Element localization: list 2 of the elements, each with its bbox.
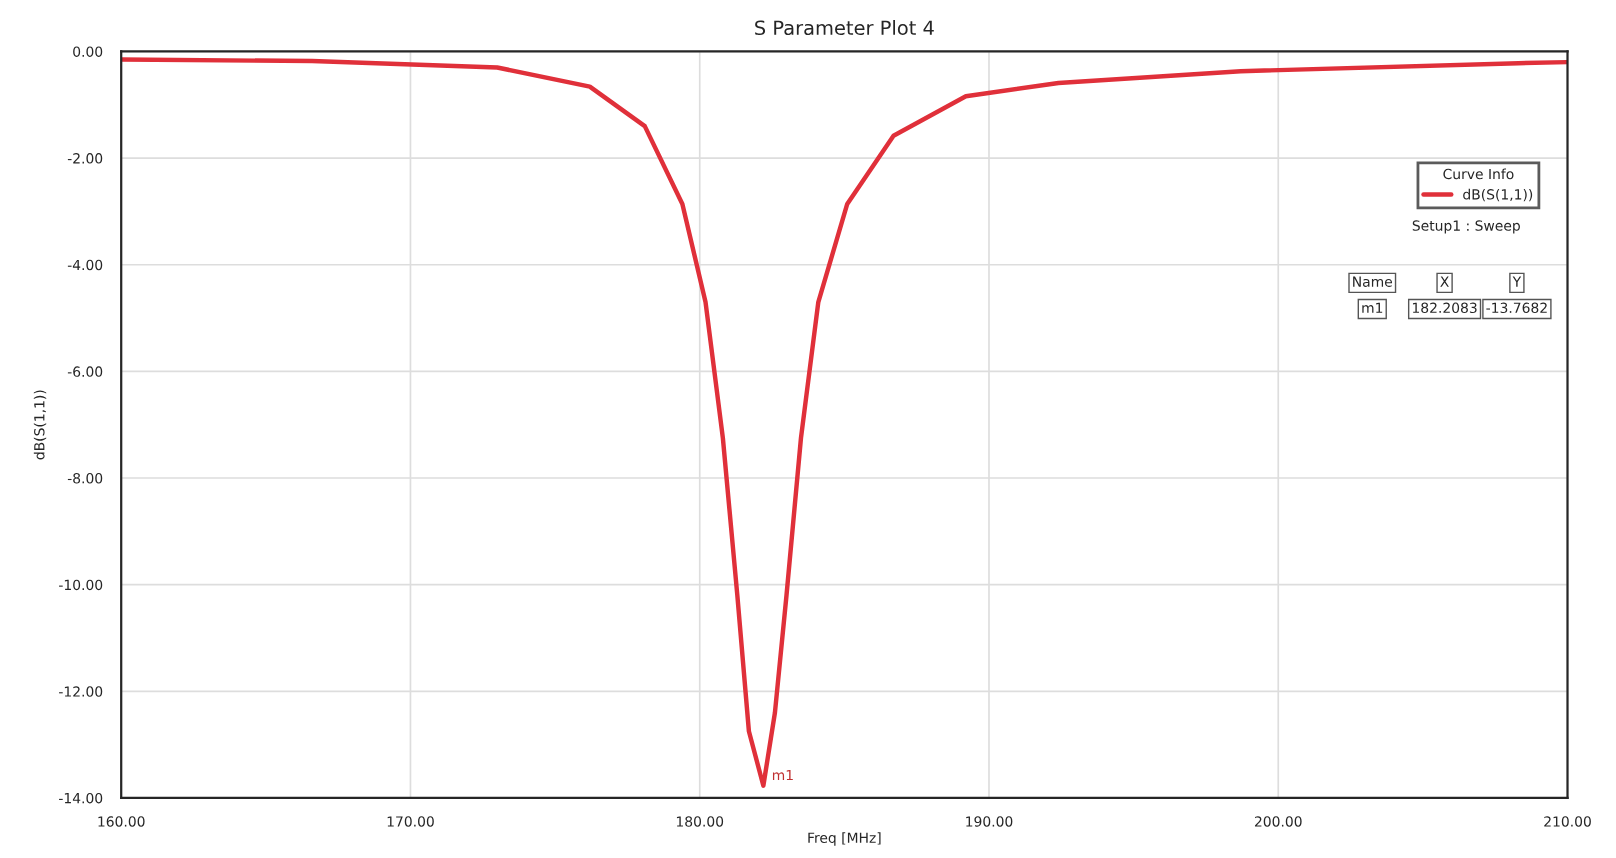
line-series bbox=[121, 57, 1568, 788]
chart-title: S Parameter Plot 4 bbox=[755, 20, 934, 36]
